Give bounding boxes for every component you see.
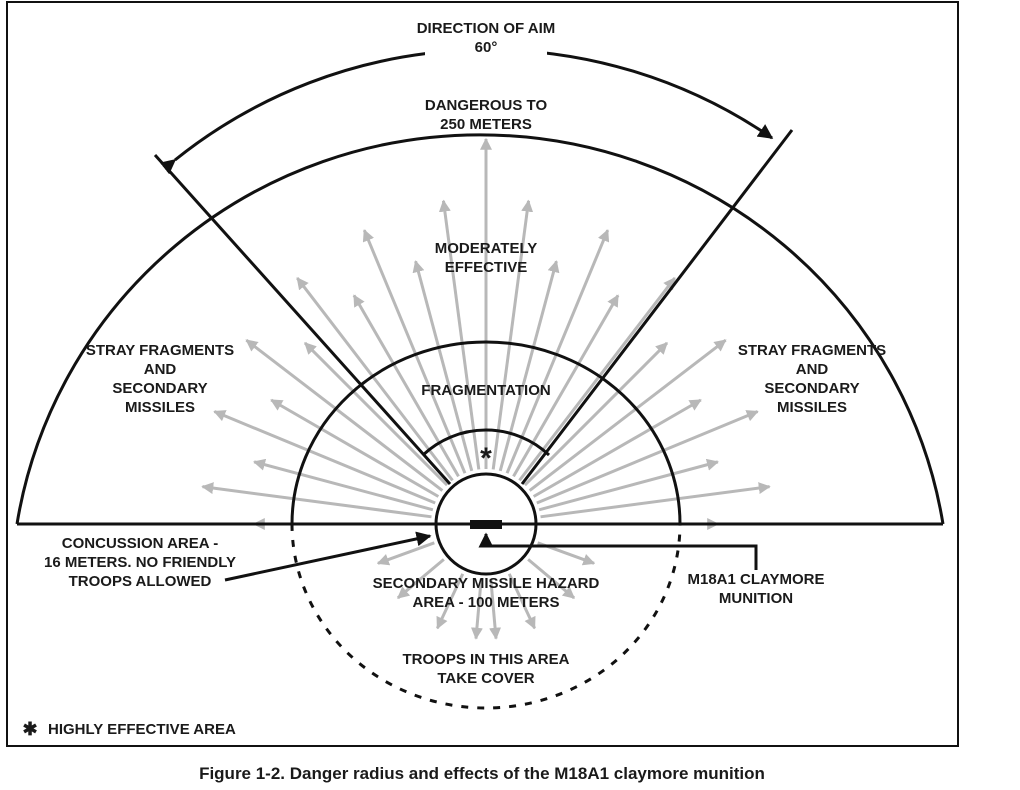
- fragment-arrow: [528, 338, 727, 492]
- fragment-arrow: [507, 573, 536, 630]
- zone-label: *: [480, 442, 492, 475]
- fragment-arrow: [523, 341, 669, 487]
- fragment-arrow: [532, 398, 702, 498]
- zone-label: STRAY FRAGMENTS: [86, 342, 234, 359]
- fragment-arrow: [527, 558, 576, 600]
- fragment-arrow: [245, 338, 444, 492]
- zone-label: AND: [144, 361, 177, 378]
- zone-label: SECONDARY MISSILE HAZARD: [373, 575, 600, 592]
- fragment-arrow: [540, 482, 771, 519]
- fragment-arrow: [498, 260, 560, 472]
- fragment-arrow: [396, 558, 445, 600]
- label-bg: [425, 36, 547, 56]
- zone-label: DANGEROUS TO: [425, 97, 548, 114]
- zone-label: FRAGMENTATION: [421, 382, 550, 399]
- fragment-arrow: [470, 578, 483, 640]
- fragment-arrow: [536, 410, 759, 505]
- fragment-arrow: [303, 341, 449, 487]
- zone-label: MODERATELY: [435, 240, 538, 257]
- zone-label: TROOPS IN THIS AREA: [403, 651, 570, 668]
- inner-arc: [421, 428, 551, 457]
- zone-label: SECONDARY: [764, 380, 859, 397]
- labels: DANGEROUS TO 250 METERS MODERATELY EFFECTIV…: [44, 97, 886, 687]
- concussion-circle: [434, 472, 538, 576]
- zone-label: STRAY FRAGMENTS: [738, 342, 886, 359]
- concussion-pointer: [224, 531, 432, 582]
- sector-line: [153, 153, 452, 486]
- fragment-arrow: [412, 260, 474, 472]
- fragment-arrow: [438, 199, 481, 470]
- zone-label: TAKE COVER: [437, 670, 534, 687]
- zone-label: TROOPS ALLOWED: [69, 573, 212, 590]
- zone-label: MUNITION: [719, 590, 793, 607]
- claymore-pointer: [478, 532, 758, 570]
- fragment-arrow: [376, 541, 435, 566]
- zone-label: AND: [796, 361, 829, 378]
- zone-label: SECONDARY: [112, 380, 207, 397]
- fragment-arrow: [296, 277, 454, 482]
- zone-label: M18A1 CLAYMORE: [688, 571, 825, 588]
- zone-label: CONCUSSION AREA -: [62, 535, 218, 552]
- fragment-arrow: [270, 398, 440, 498]
- sector-line: [520, 129, 794, 485]
- fragment-arrow: [505, 229, 610, 474]
- fragment-arrow: [201, 482, 432, 519]
- frame: [6, 1, 959, 747]
- fragment-arrows: [201, 137, 771, 640]
- caption: Figure 1-2. Danger radius and effects of…: [199, 764, 765, 783]
- legend-label: HIGHLY EFFECTIVE AREA: [48, 721, 236, 738]
- fragment-arrow: [253, 458, 434, 512]
- aim-angle: 60°: [475, 39, 498, 56]
- fragment-arrow: [491, 199, 534, 470]
- middle-arc: [290, 340, 682, 525]
- fragment-arrow: [436, 573, 465, 630]
- fragment-arrow: [518, 277, 676, 482]
- zone-label: MISSILES: [777, 399, 847, 416]
- fragment-arrow: [512, 294, 620, 478]
- fragment-arrow: [489, 578, 502, 640]
- zone-label: 16 METERS. NO FRIENDLY: [44, 554, 236, 571]
- zone-label: AREA - 100 METERS: [413, 594, 560, 611]
- fragment-arrow: [362, 229, 467, 474]
- claymore: [470, 520, 502, 529]
- zone-label: MISSILES: [125, 399, 195, 416]
- fragment-arrow: [352, 294, 460, 478]
- legend-symbol: ✱: [22, 719, 37, 739]
- zone-label: EFFECTIVE: [445, 259, 528, 276]
- zone-label: 250 METERS: [440, 116, 532, 133]
- fragment-arrow: [213, 410, 436, 505]
- fragment-arrow: [538, 458, 719, 512]
- aim-label: DIRECTION OF AIM: [417, 20, 556, 37]
